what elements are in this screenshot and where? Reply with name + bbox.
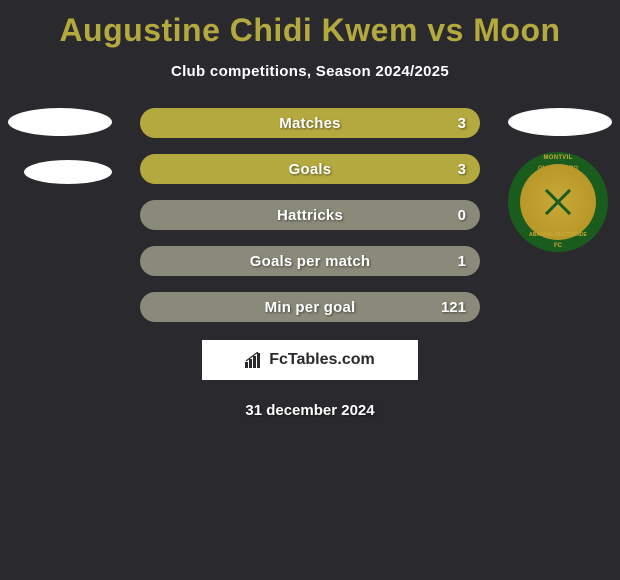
footer-date: 31 december 2024 (0, 402, 620, 419)
stat-value: 0 (458, 207, 466, 224)
stat-bar: Min per goal 121 (140, 292, 480, 322)
stat-label: Goals (289, 161, 332, 178)
page-subtitle: Club competitions, Season 2024/2025 (0, 63, 620, 80)
stat-label: Matches (279, 115, 340, 132)
stat-label: Min per goal (265, 299, 356, 316)
footer-logo: FcTables.com (245, 351, 375, 369)
stats-bars: Matches 3 Goals 3 Hattricks 0 Goals per match 1… (140, 108, 480, 322)
badge-fc-text: FC (508, 243, 608, 249)
left-player-placeholder (8, 108, 112, 208)
footer-logo-text: FcTables.com (269, 351, 375, 369)
right-player-placeholder: MONTVIL OLDEN ARRO ABAFANA BES'THENDE FC (508, 108, 612, 252)
badge-top-text: MONTVIL (508, 155, 608, 161)
stat-bar: Matches 3 (140, 108, 480, 138)
stat-value: 3 (458, 115, 466, 132)
stat-value: 3 (458, 161, 466, 178)
content-area: MONTVIL OLDEN ARRO ABAFANA BES'THENDE FC… (0, 108, 620, 322)
team-badge: MONTVIL OLDEN ARRO ABAFANA BES'THENDE FC (508, 152, 608, 252)
stat-value: 1 (458, 253, 466, 270)
stat-bar: Goals 3 (140, 154, 480, 184)
stat-bar: Hattricks 0 (140, 200, 480, 230)
left-ellipse-1 (8, 108, 112, 136)
badge-inner (520, 164, 596, 240)
chart-icon (245, 352, 263, 368)
badge-bot-text: ABAFANA BES'THENDE (508, 232, 608, 238)
stat-bar: Goals per match 1 (140, 246, 480, 276)
right-ellipse (508, 108, 612, 136)
stat-label: Goals per match (250, 253, 371, 270)
footer-logo-box: FcTables.com (202, 340, 418, 380)
badge-arrow-icon (538, 182, 578, 222)
page-title: Augustine Chidi Kwem vs Moon (0, 0, 620, 49)
left-ellipse-2 (24, 160, 112, 184)
stat-value: 121 (441, 299, 466, 316)
stat-label: Hattricks (277, 207, 343, 224)
